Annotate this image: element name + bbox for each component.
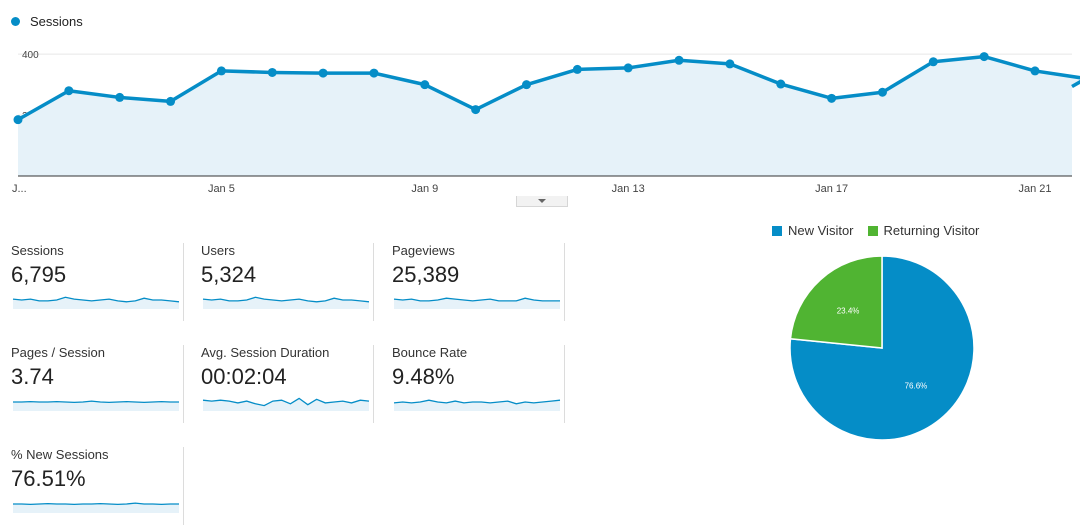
data-point[interactable] — [522, 80, 531, 90]
metric-label: Bounce Rate — [392, 345, 468, 360]
data-point[interactable] — [13, 115, 23, 125]
x-tick-label: Jan 13 — [612, 183, 645, 195]
data-point[interactable] — [216, 66, 226, 76]
visitor-pie-chart: 76.6% 23.4% — [789, 255, 975, 441]
metric-label: Avg. Session Duration — [201, 345, 330, 360]
data-point[interactable] — [979, 52, 989, 62]
sparkline-path — [13, 502, 179, 506]
metric-label: Pageviews — [392, 243, 455, 258]
sparkline-path — [12, 296, 180, 303]
sparkline — [13, 502, 179, 513]
data-point[interactable] — [725, 59, 735, 69]
sparkline-area — [13, 297, 179, 309]
slice-label: 23.4% — [837, 306, 860, 315]
new-visitor-swatch — [772, 225, 782, 236]
metric-label: Sessions — [11, 243, 64, 258]
metric-label: Users — [201, 243, 235, 258]
data-point[interactable] — [877, 87, 887, 97]
sparkline — [13, 400, 179, 411]
series-area — [18, 56, 1080, 176]
data-point[interactable] — [369, 68, 379, 78]
metric-pages-per-session[interactable]: Pages / Session 3.74 — [11, 345, 184, 423]
sessions-legend-label: Sessions — [30, 14, 83, 29]
metric-value: 25,389 — [392, 262, 460, 287]
chevron-down-icon — [538, 199, 546, 203]
sparkline — [393, 399, 561, 411]
sparkline-path — [202, 397, 370, 407]
x-tick-label: Jan 5 — [208, 183, 235, 195]
sparkline — [202, 397, 370, 411]
metric-value: 76.51% — [11, 466, 86, 491]
sessions-legend-dot — [11, 17, 20, 26]
x-tick-label: Jan 17 — [815, 183, 848, 195]
metric-pageviews[interactable]: Pageviews 25,389 — [392, 243, 565, 321]
x-tick-label: Jan 21 — [1018, 183, 1051, 195]
data-point[interactable] — [64, 86, 74, 96]
metric-value: 5,324 — [201, 262, 257, 287]
metric-avg-session-duration[interactable]: Avg. Session Duration 00:02:04 — [201, 345, 374, 423]
sparkline-path — [393, 297, 560, 302]
data-point[interactable] — [166, 96, 176, 106]
metric-value: 3.74 — [11, 364, 54, 389]
returning-visitor-swatch — [867, 225, 878, 236]
metric-sessions[interactable]: Sessions 6,795 — [11, 243, 184, 321]
metric-bounce-rate[interactable]: Bounce Rate 9.48% — [392, 345, 565, 423]
sparkline-area — [13, 503, 179, 513]
slice-label: 76.6% — [905, 382, 928, 391]
metric-value: 9.48% — [392, 364, 455, 389]
metric-label: % New Sessions — [11, 447, 109, 462]
metric-users[interactable]: Users 5,324 — [201, 243, 374, 321]
sparkline — [12, 296, 180, 309]
metric-label: Pages / Session — [11, 345, 105, 360]
legend-label: New Visitor — [788, 223, 854, 238]
legend-item-returning-visitor[interactable]: Returning Visitor — [867, 223, 980, 238]
metric-new-sessions[interactable]: % New Sessions 76.51% — [11, 447, 184, 525]
collapse-chart-handle[interactable] — [516, 196, 568, 207]
data-point[interactable] — [674, 55, 684, 65]
metric-value: 00:02:04 — [201, 364, 287, 389]
sparkline — [393, 297, 560, 309]
legend-item-new-visitor[interactable]: New Visitor — [772, 223, 854, 238]
data-point[interactable] — [115, 92, 125, 102]
data-point[interactable] — [827, 93, 837, 103]
sparkline — [202, 296, 370, 309]
y-tick-label: 400 — [22, 50, 39, 61]
x-tick-label: J... — [12, 183, 27, 195]
metric-value: 6,795 — [11, 262, 67, 287]
data-point[interactable] — [318, 68, 328, 78]
data-point[interactable] — [928, 57, 938, 67]
pie-slice-new-visitor[interactable] — [789, 255, 975, 441]
chart-legend: Sessions — [11, 14, 83, 29]
data-point[interactable] — [471, 105, 481, 115]
sparkline-path — [202, 296, 370, 303]
sparkline-area — [203, 297, 369, 309]
sparkline-area — [13, 401, 179, 411]
sparkline-path — [393, 399, 561, 405]
data-point[interactable] — [1030, 66, 1040, 76]
data-point[interactable] — [572, 64, 582, 74]
data-point[interactable] — [267, 67, 277, 77]
x-tick-label: Jan 9 — [411, 183, 438, 195]
data-point[interactable] — [420, 80, 430, 90]
data-point[interactable] — [776, 79, 786, 89]
pie-legend: New Visitor Returning Visitor — [772, 223, 979, 238]
sparkline-area — [203, 398, 369, 411]
legend-label: Returning Visitor — [883, 223, 980, 238]
sparkline-path — [13, 400, 179, 404]
pie-slice-returning-visitor[interactable] — [789, 255, 883, 349]
data-point[interactable] — [623, 63, 633, 73]
sparkline-area — [394, 400, 560, 411]
